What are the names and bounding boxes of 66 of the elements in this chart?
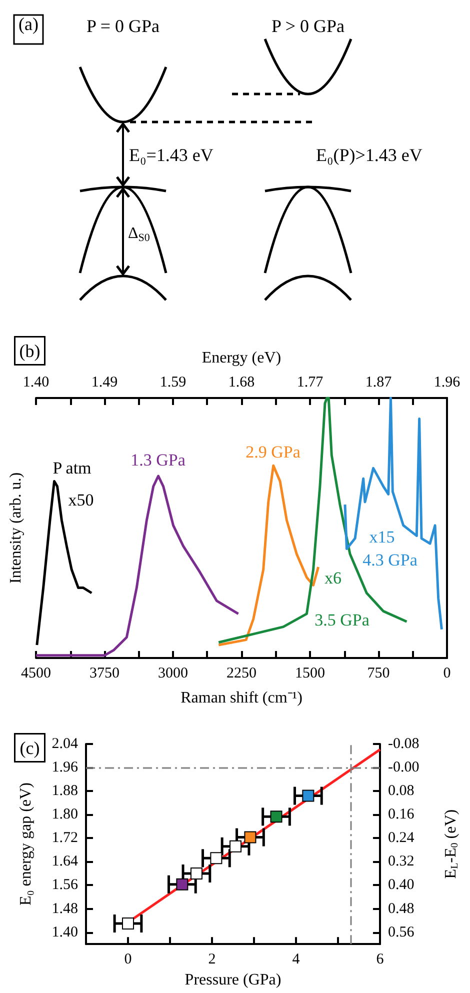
x-tick-label: 750 [367, 666, 390, 682]
x-tick-label: 0 [443, 666, 451, 682]
point [122, 918, 134, 930]
y2-tick-label: 0.24 [388, 830, 415, 846]
annotation: x6 [324, 568, 342, 588]
point [244, 831, 256, 844]
text: E₀(P)>1.43 eV [316, 145, 422, 165]
text: (a) [18, 14, 38, 34]
x-tick-label: 2250 [226, 666, 256, 682]
y2-tick-label: -0.00 [388, 760, 420, 776]
y2-tick-label: 0.48 [388, 900, 414, 917]
x-tick-label: 3750 [90, 666, 120, 682]
x2-tick-label: 1.68 [228, 374, 255, 390]
x-tick-label: 4500 [21, 666, 51, 682]
text: E₀=1.43 eV [129, 145, 214, 165]
y-tick-label: 1.56 [52, 877, 78, 894]
x2-axis-title: Energy (eV) [202, 350, 282, 366]
text: P > 0 GPa [272, 16, 345, 36]
x2-tick-label: 1.96 [434, 374, 461, 390]
y2-tick-label: -0.08 [388, 736, 420, 752]
point [176, 878, 188, 890]
x-axis-title: Pressure (GPa) [184, 972, 282, 988]
x2-tick-label: 1.87 [365, 374, 392, 390]
y2-tick-label: 0.32 [388, 854, 414, 870]
y-axis-title: Intensity (arb. u.) [8, 472, 24, 584]
point [302, 790, 314, 802]
x-tick-label: 1500 [295, 666, 325, 682]
series-label: 3.5 GPa [314, 610, 370, 630]
point [230, 840, 242, 852]
x-axis-title: Raman shift (cm⁻¹) [180, 690, 302, 706]
x2-tick-label: 1.59 [160, 374, 186, 390]
series-label: 2.9 GPa [246, 442, 301, 462]
point [190, 867, 202, 880]
y-tick-label: 1.72 [52, 830, 78, 846]
x-tick-label: 2 [208, 952, 216, 968]
series-label: P atm [52, 458, 92, 478]
series-label: 1.3 GPa [130, 450, 186, 470]
series-label: 4.3 GPa [362, 550, 418, 570]
y-tick-label: 1.64 [52, 854, 78, 870]
x2-tick-label: 1.49 [91, 374, 118, 390]
x-tick-label: 3000 [158, 666, 188, 682]
y-tick-label: 1.96 [52, 760, 78, 776]
y-tick-label: 1.48 [52, 900, 78, 917]
y2-tick-label: 0.56 [388, 924, 415, 940]
text: Δ$_{S0}$ [128, 225, 150, 244]
x2-tick-label: 1.77 [296, 374, 324, 390]
y-tick-label: 1.80 [52, 806, 78, 823]
annotation: x15 [369, 528, 395, 546]
text: P = 0 GPa [86, 16, 160, 36]
y-tick-label: 1.40 [52, 924, 78, 940]
text: (c) [20, 738, 40, 758]
x-tick-label: 4 [292, 952, 300, 968]
y2-axis-title: EL-E0 (eV) [442, 809, 460, 879]
y-tick-label: 2.04 [52, 736, 78, 752]
x-tick-label: 0 [124, 952, 132, 968]
y2-tick-label: 0.40 [388, 877, 414, 894]
x2-tick-label: 1.40 [22, 374, 50, 390]
point [270, 810, 282, 823]
text: (b) [19, 340, 40, 361]
y2-tick-label: 0.08 [388, 783, 414, 800]
y-axis-title: E₀ energy gap (eV) [18, 782, 34, 906]
annotation: x50 [68, 490, 94, 510]
y-tick-label: 1.88 [52, 783, 78, 800]
x-tick-label: 6 [376, 952, 384, 968]
y2-tick-label: 0.16 [388, 806, 415, 823]
point [210, 852, 222, 864]
